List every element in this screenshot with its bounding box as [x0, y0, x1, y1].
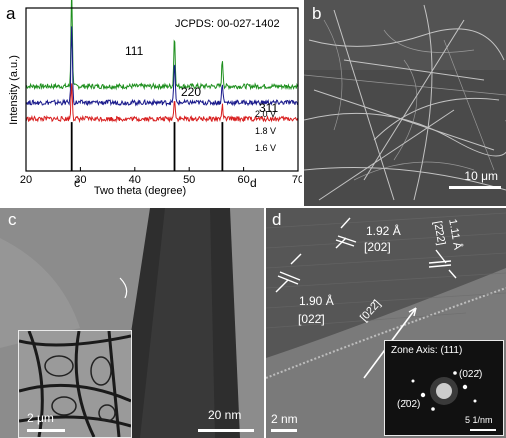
scale-label-inset: 2 μm	[27, 411, 54, 425]
d-spacing-2-plane: [022̄]	[298, 312, 325, 326]
panel-label-b: b	[312, 4, 322, 23]
inset-fft-pattern: Zone Axis: (111) (022̄) (2̄02) 5 1/nm	[384, 340, 504, 436]
peak-label-220: 220	[181, 85, 201, 99]
fft-spots	[411, 371, 496, 431]
panel-b-sem-image: b 10 μm	[304, 0, 506, 206]
fft-scale-label: 5 1/nm	[465, 415, 493, 425]
panel-d-hrtem-image: d 1.92 Å [202] 1.90 Å [022̄] 1.11 Å [2̄2…	[266, 208, 506, 438]
inset-network-texture	[19, 331, 131, 437]
x-tick-label-0: 20	[20, 174, 32, 186]
y-axis-label: Intensity (a.u.)	[8, 55, 20, 125]
scale-label-b: 10 μm	[464, 169, 498, 183]
xrd-chart: 20 30 40 50 60 70 Two theta (degree) Intensit…	[8, 0, 302, 197]
scale-bar-b	[449, 186, 501, 189]
d-spacing-1-value: 1.92 Å	[366, 224, 401, 238]
panel-label-d: d	[272, 210, 282, 229]
scale-label-d: 2 nm	[271, 412, 298, 426]
scale-bar-inset	[27, 429, 65, 432]
zone-axis-label: Zone Axis: (111)	[391, 345, 463, 356]
d-spacing-1-plane: [202]	[364, 240, 391, 254]
jcpds-label: JCPDS: 00-027-1402	[175, 18, 280, 30]
marker-c: c	[74, 176, 80, 190]
panel-label-c: c	[8, 210, 17, 229]
reference-lines	[70, 122, 224, 171]
series-line-0	[25, 0, 299, 91]
x-tick-label-4: 60	[237, 174, 249, 186]
fft-spot-label-2: (2̄02)	[397, 399, 421, 410]
x-tick-label-2: 40	[129, 174, 141, 186]
fft-spot-label-1: (022̄)	[459, 369, 483, 380]
panel-label-a: a	[6, 4, 16, 23]
d-spacing-2-value: 1.90 Å	[299, 294, 334, 308]
legend-1-8v: 1.8 V	[255, 126, 276, 136]
x-ticks: 20 30 40 50 60 70	[20, 167, 302, 186]
marker-d: d	[250, 176, 257, 190]
scale-bar-fft	[470, 429, 496, 431]
xrd-traces	[25, 0, 299, 124]
x-tick-label-5: 70	[292, 174, 302, 186]
panel-c-tem-image: c 20 nm 2 μm	[0, 208, 264, 438]
x-tick-label-3: 50	[183, 174, 195, 186]
peak-label-111: 111	[125, 44, 144, 58]
x-tick-label-1: 30	[74, 174, 86, 186]
panel-a-xrd-chart: 20 30 40 50 60 70 Two theta (degree) Intensit…	[0, 0, 302, 206]
series-line-2	[25, 83, 299, 124]
legend-2-0v: 2.0 V	[255, 109, 276, 119]
sem-nanowire-texture	[304, 0, 506, 206]
peak-label-311: 311	[259, 101, 278, 115]
scale-bar-c	[198, 429, 254, 432]
x-axis-label: Two theta (degree)	[94, 185, 186, 197]
inset-low-mag-tem: 2 μm	[18, 330, 132, 438]
legend-1-6v: 1.6 V	[255, 143, 276, 153]
scale-label-c: 20 nm	[208, 408, 242, 422]
series-line-1	[25, 26, 299, 107]
scale-bar-d	[271, 429, 297, 432]
plot-frame	[25, 7, 299, 172]
